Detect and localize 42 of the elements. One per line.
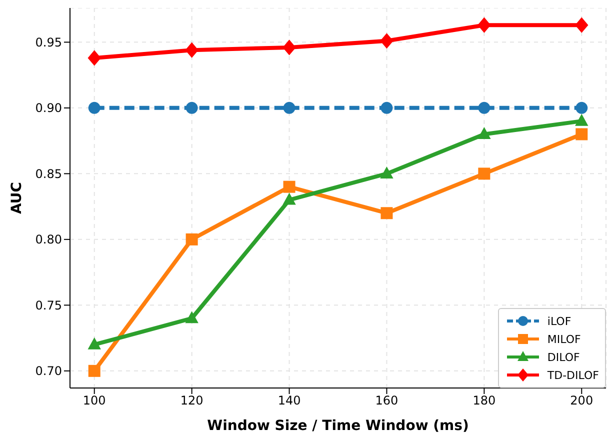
- x-tick-label: 180: [472, 394, 496, 408]
- y-tick-label: 0.70: [35, 364, 62, 378]
- legend-label: iLOF: [547, 314, 572, 328]
- point: [478, 17, 491, 33]
- y-tick-label: 0.85: [35, 166, 62, 181]
- point: [186, 233, 198, 246]
- y-tick-label: 0.75: [35, 298, 62, 312]
- point: [88, 102, 100, 114]
- x-tick-label: 100: [82, 394, 106, 408]
- point: [380, 207, 393, 220]
- y-tick-label: 0.95: [35, 35, 62, 50]
- point: [380, 33, 394, 49]
- x-tick-label: 140: [278, 394, 301, 408]
- point: [282, 192, 296, 205]
- x-tick-label: 200: [570, 394, 594, 408]
- point: [282, 40, 296, 56]
- point: [576, 102, 588, 114]
- point: [185, 311, 198, 324]
- legend-label: DILOF: [547, 350, 580, 364]
- point: [88, 50, 101, 66]
- point: [283, 102, 296, 114]
- legend-label: MILOF: [547, 332, 581, 346]
- x-axis-title: Window Size / Time Window (ms): [207, 418, 469, 434]
- y-tick-label: 0.90: [35, 101, 62, 116]
- y-axis-title: AUC: [8, 182, 25, 214]
- point: [185, 42, 198, 58]
- point: [575, 17, 588, 33]
- point: [186, 102, 198, 114]
- point: [575, 114, 588, 126]
- legend-label: TD-DILOF: [547, 368, 599, 382]
- point: [380, 166, 394, 178]
- point: [380, 102, 393, 114]
- x-tick-label: 120: [180, 394, 204, 408]
- point: [576, 128, 588, 140]
- point: [88, 364, 100, 377]
- point: [88, 337, 101, 350]
- point: [478, 168, 490, 180]
- x-tick-label: 160: [375, 394, 398, 408]
- point: [478, 102, 490, 114]
- point: [283, 180, 296, 193]
- point: [478, 127, 491, 140]
- y-tick-label: 0.80: [35, 232, 62, 247]
